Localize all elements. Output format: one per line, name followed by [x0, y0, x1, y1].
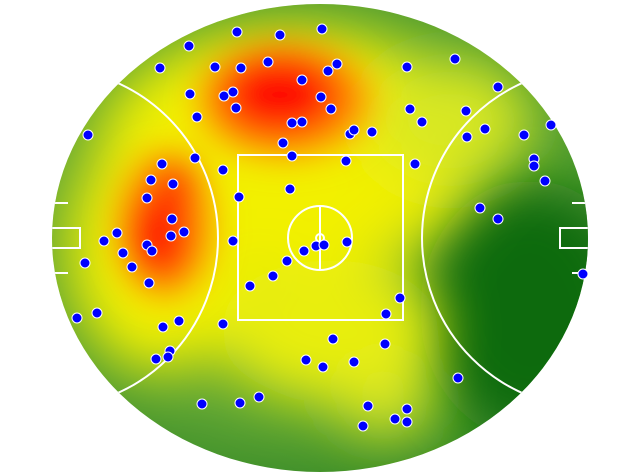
point [528, 160, 540, 172]
point [479, 123, 491, 135]
point [416, 116, 428, 128]
point [366, 126, 378, 138]
point [348, 356, 360, 368]
point [331, 58, 343, 70]
point [231, 26, 243, 38]
point [98, 235, 110, 247]
point [183, 40, 195, 52]
point [79, 257, 91, 269]
point [141, 192, 153, 204]
point [227, 86, 239, 98]
point [82, 129, 94, 141]
point [244, 280, 256, 292]
point [233, 191, 245, 203]
point [157, 321, 169, 333]
point [150, 353, 162, 365]
point [379, 338, 391, 350]
point [218, 90, 230, 102]
point [191, 111, 203, 123]
point [409, 158, 421, 170]
point [322, 65, 334, 77]
point [143, 277, 155, 289]
point [449, 53, 461, 65]
point [492, 213, 504, 225]
point [111, 227, 123, 239]
point [492, 81, 504, 93]
point [539, 175, 551, 187]
point [362, 400, 374, 412]
point [166, 213, 178, 225]
point [234, 397, 246, 409]
point [325, 103, 337, 115]
point [253, 391, 265, 403]
point [545, 119, 557, 131]
point [286, 117, 298, 129]
point [71, 312, 83, 324]
point [217, 318, 229, 330]
point [274, 29, 286, 41]
point [154, 62, 166, 74]
point [380, 308, 392, 320]
field-markings [52, 67, 588, 409]
point [262, 56, 274, 68]
point [401, 61, 413, 73]
point [165, 230, 177, 242]
point [126, 261, 138, 273]
point [340, 155, 352, 167]
point [178, 226, 190, 238]
point [474, 202, 486, 214]
point [300, 354, 312, 366]
points [71, 23, 589, 432]
point [461, 131, 473, 143]
point [286, 150, 298, 162]
point [146, 245, 158, 257]
point [327, 333, 339, 345]
point [452, 372, 464, 384]
point [404, 103, 416, 115]
point [281, 255, 293, 267]
point [209, 61, 221, 73]
point [284, 183, 296, 195]
point [296, 116, 308, 128]
point [348, 124, 360, 136]
point [217, 164, 229, 176]
point [227, 235, 239, 247]
point [277, 137, 289, 149]
point [389, 413, 401, 425]
point [167, 178, 179, 190]
point [518, 129, 530, 141]
point [145, 174, 157, 186]
point [162, 351, 174, 363]
point [196, 398, 208, 410]
point [357, 420, 369, 432]
point [91, 307, 103, 319]
point [230, 102, 242, 114]
point [298, 245, 310, 257]
point [401, 416, 413, 428]
point [460, 105, 472, 117]
point [316, 23, 328, 35]
point [189, 152, 201, 164]
point [267, 270, 279, 282]
point [156, 158, 168, 170]
point [173, 315, 185, 327]
point [318, 239, 330, 251]
point [315, 91, 327, 103]
point [394, 292, 406, 304]
point [184, 88, 196, 100]
point [341, 236, 353, 248]
point [317, 361, 329, 373]
point [296, 74, 308, 86]
point [577, 268, 589, 280]
point [117, 247, 129, 259]
point [235, 62, 247, 74]
point [401, 403, 413, 415]
